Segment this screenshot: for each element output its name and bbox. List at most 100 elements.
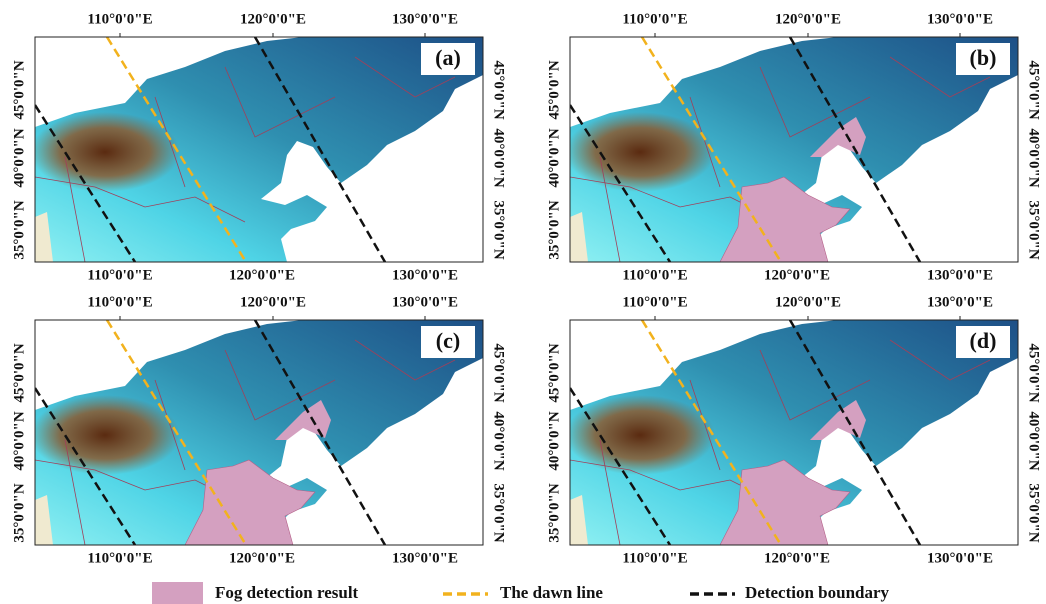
lon-label: 130°0'0"E [392, 294, 458, 310]
panel-label: (d) [970, 328, 997, 353]
lon-label: 110°0'0"E [622, 294, 687, 310]
lat-label: 35°0'0"N [546, 483, 562, 542]
boundaries [570, 339, 991, 545]
frame [569, 36, 1019, 263]
lat-label: 35°0'0"N [491, 483, 507, 542]
panel-label-box [421, 43, 475, 75]
lat-label: 35°0'0"N [11, 200, 27, 259]
lat-label: 45°0'0"N [11, 60, 27, 119]
frame [34, 36, 484, 263]
lat-label: 35°0'0"N [491, 200, 507, 259]
panel-label: (a) [435, 45, 461, 70]
lon-label: 110°0'0"E [87, 267, 152, 283]
fog-area [275, 400, 331, 440]
lat-label: 35°0'0"N [1026, 483, 1042, 542]
dawn-line [105, 37, 248, 262]
detection-boundary [253, 320, 387, 545]
lat-label: 45°0'0"N [1026, 60, 1042, 119]
lon-label: 130°0'0"E [927, 11, 993, 27]
boundaries [35, 56, 456, 262]
lon-label: 120°0'0"E [764, 550, 830, 566]
dawn-line [640, 37, 783, 262]
boundaries [570, 56, 991, 262]
lon-label: 110°0'0"E [87, 550, 152, 566]
map-panel: (b) 110°0'0"E 110°0'0"E 120°0'0"E 120°0'0"E 1… [546, 11, 1041, 283]
detection-boundary [35, 104, 137, 262]
lon-label: 120°0'0"E [240, 11, 306, 27]
lon-label: 130°0'0"E [927, 550, 993, 566]
lat-label: 40°0'0"N [1026, 411, 1042, 470]
lon-label: 130°0'0"E [392, 11, 458, 27]
lon-label: 110°0'0"E [622, 11, 687, 27]
panel-label-box [956, 326, 1010, 358]
lat-label: 45°0'0"N [546, 60, 562, 119]
dawn-line [105, 320, 248, 545]
panel-label-box [956, 43, 1010, 75]
lat-label: 35°0'0"N [546, 200, 562, 259]
lon-label: 130°0'0"E [392, 550, 458, 566]
lon-label: 120°0'0"E [764, 267, 830, 283]
brown-area [35, 395, 180, 475]
lon-label: 110°0'0"E [622, 550, 687, 566]
lon-label: 120°0'0"E [229, 550, 295, 566]
panel-label: (c) [436, 328, 460, 353]
detection-boundary [253, 37, 387, 262]
land [35, 320, 483, 545]
map-panel: (c) 110°0'0"E 110°0'0"E 120°0'0"E 120°0'0"E 1… [11, 294, 506, 566]
lon-label: 120°0'0"E [240, 294, 306, 310]
lon-label: 130°0'0"E [927, 267, 993, 283]
legend-label: The dawn line [500, 583, 603, 602]
detection-boundary [788, 320, 922, 545]
map-body [570, 320, 1018, 545]
panel-label: (b) [970, 45, 997, 70]
lon-label: 120°0'0"E [229, 267, 295, 283]
brown-area [570, 395, 715, 475]
lat-label: 40°0'0"N [491, 411, 507, 470]
map-panel: (d) 110°0'0"E 110°0'0"E 120°0'0"E 120°0'0"E 1… [546, 294, 1041, 566]
brown-area [35, 112, 180, 192]
frame [34, 319, 484, 546]
boundaries [35, 339, 456, 545]
detection-boundary [570, 104, 672, 262]
panel-label-box [421, 326, 475, 358]
fog-area [719, 176, 851, 262]
map-body [35, 320, 483, 545]
lat-label: 45°0'0"N [491, 343, 507, 402]
lon-label: 120°0'0"E [775, 294, 841, 310]
lat-label: 40°0'0"N [11, 411, 27, 470]
lon-label: 120°0'0"E [775, 11, 841, 27]
lon-label: 130°0'0"E [392, 267, 458, 283]
map-body [35, 37, 483, 262]
land [570, 37, 1018, 262]
lat-label: 40°0'0"N [546, 128, 562, 187]
detection-boundary [35, 387, 137, 545]
legend-fog-swatch [152, 582, 203, 604]
fog-area [810, 117, 866, 157]
lon-label: 110°0'0"E [87, 294, 152, 310]
lon-label: 130°0'0"E [927, 294, 993, 310]
detection-boundary [570, 387, 672, 545]
lat-label: 40°0'0"N [1026, 128, 1042, 187]
lat-label: 40°0'0"N [11, 128, 27, 187]
legend-label: Fog detection result [215, 583, 359, 602]
land [570, 320, 1018, 545]
lat-label: 45°0'0"N [546, 343, 562, 402]
lat-label: 45°0'0"N [11, 343, 27, 402]
fog-area [810, 400, 866, 440]
sea-edge [570, 212, 588, 262]
lon-label: 110°0'0"E [622, 267, 687, 283]
map-body [570, 37, 1018, 262]
lon-label: 110°0'0"E [87, 11, 152, 27]
lat-label: 35°0'0"N [11, 483, 27, 542]
frame [569, 319, 1019, 546]
land [35, 37, 483, 262]
lat-label: 45°0'0"N [1026, 343, 1042, 402]
sea-edge [570, 495, 588, 545]
dawn-line [640, 320, 783, 545]
sea-edge [35, 495, 53, 545]
detection-boundary [788, 37, 922, 262]
sea-edge [35, 212, 53, 262]
brown-area [570, 112, 715, 192]
lat-label: 40°0'0"N [546, 411, 562, 470]
